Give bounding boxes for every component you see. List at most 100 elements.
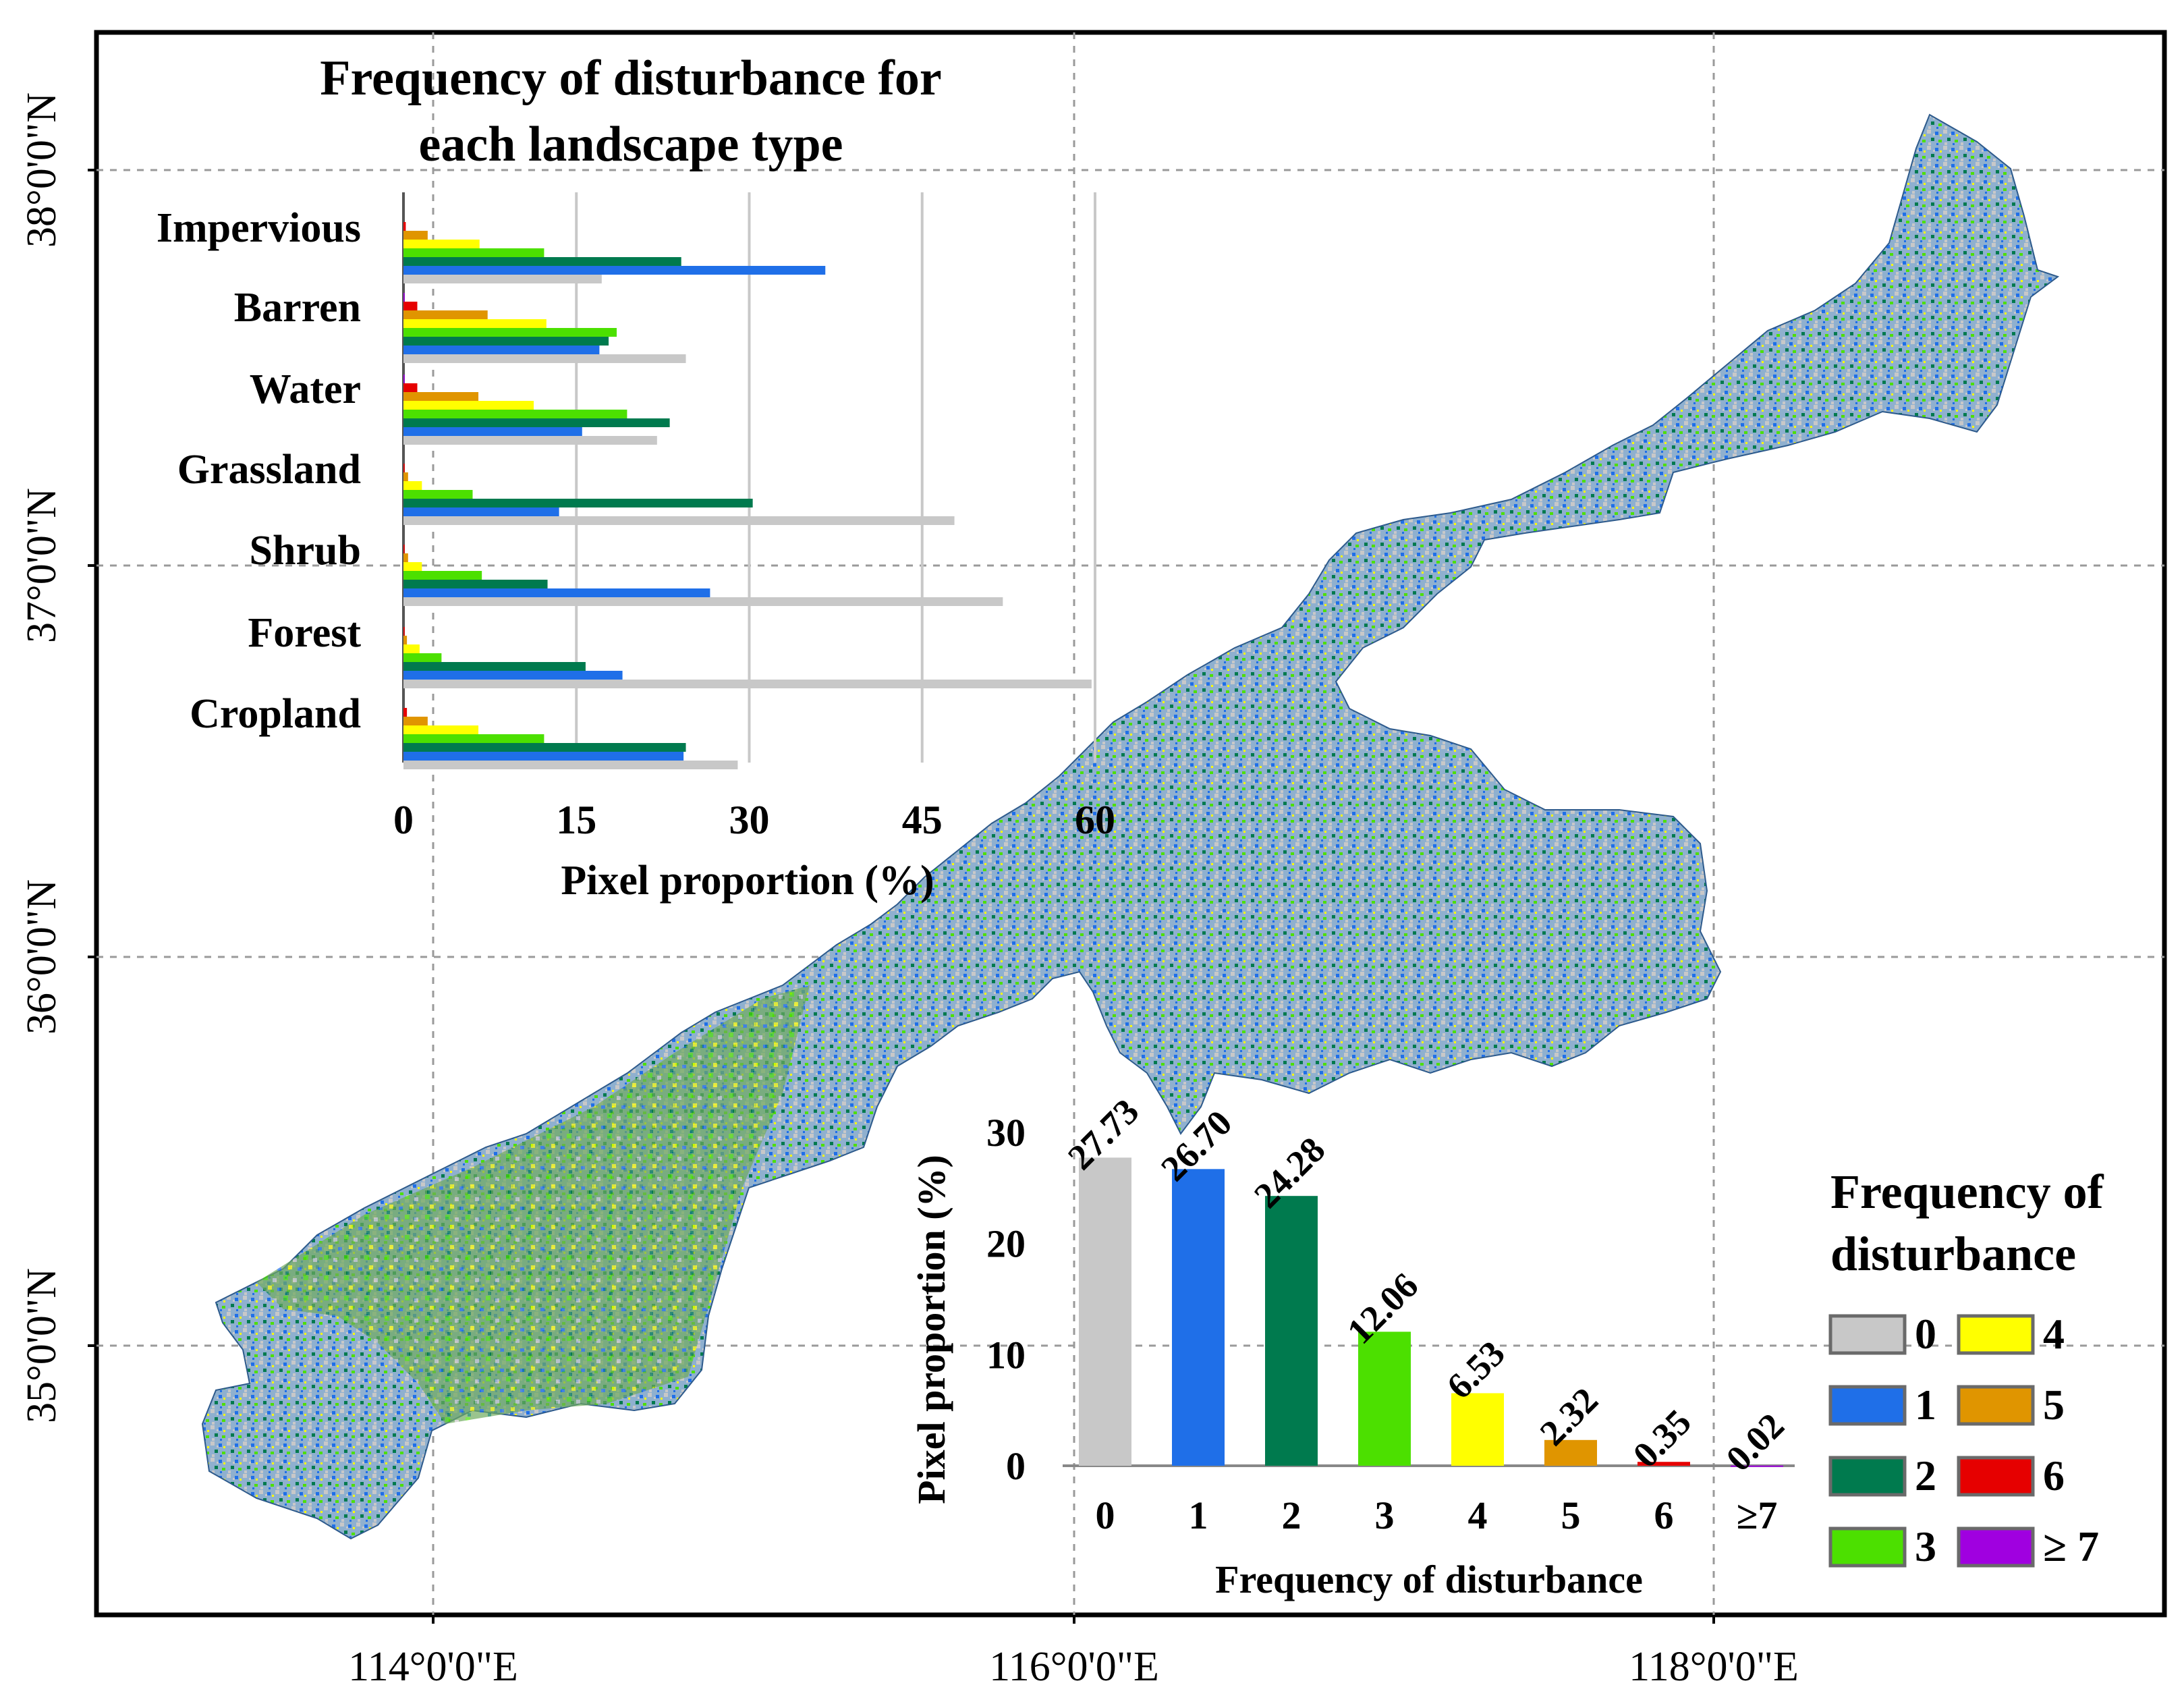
southwest-region-highlight (256, 985, 810, 1424)
hchart-bar (403, 752, 684, 761)
hchart-bar (403, 231, 428, 240)
hchart-category-label: Impervious (157, 205, 361, 251)
hchart-bar (403, 717, 428, 725)
hchart-bar (403, 662, 586, 671)
legend-items: 0 1 2 3 4 5 6 ≥ 7 (1828, 1310, 2099, 1570)
hchart-bar (403, 481, 422, 490)
hchart-bar (403, 310, 488, 319)
legend-item-label: 5 (2043, 1381, 2065, 1429)
legend-swatch (1828, 1314, 1907, 1355)
legend-item-label: 4 (2043, 1310, 2065, 1358)
lon-label-114: 114°0'0"E (348, 1644, 518, 1690)
hchart-bar (403, 275, 602, 283)
vchart-y-tick-label: 30 (986, 1111, 1026, 1155)
hchart-bar (403, 427, 582, 436)
hchart-title-line1: Frequency of disturbance for (320, 51, 942, 106)
legend-swatch (1957, 1526, 2035, 1568)
vchart-y-tick-label: 0 (1006, 1444, 1026, 1488)
hchart-bar (403, 597, 1003, 606)
hchart-bar (403, 516, 955, 525)
hchart-bar (403, 725, 479, 734)
longitude-labels: 114°0'0"E 116°0'0"E 118°0'0"E (348, 1644, 1799, 1690)
legend-swatch (1957, 1385, 2035, 1426)
vchart-category-label: 2 (1282, 1493, 1301, 1537)
legend: Frequency of disturbance 0 1 2 3 4 5 6 ≥ 7 (1828, 1165, 2104, 1570)
hchart-bar (403, 248, 544, 257)
legend-swatch (1828, 1456, 1907, 1497)
hchart-bar (403, 319, 547, 328)
legend-item-label: 1 (1915, 1381, 1936, 1429)
lon-label-116: 116°0'0"E (989, 1644, 1159, 1690)
hchart-bar (403, 436, 657, 445)
vchart-bar (1079, 1157, 1131, 1466)
hchart-bar (403, 266, 826, 275)
vchart-bar (1358, 1331, 1411, 1466)
hchart-bar (403, 383, 418, 392)
vchart-category-label: 0 (1096, 1493, 1115, 1537)
hchart-bar (403, 743, 686, 752)
legend-title-line1: Frequency of (1830, 1165, 2104, 1219)
legend-swatch (1828, 1385, 1907, 1426)
vchart-category-label: 5 (1561, 1493, 1581, 1537)
hchart-bar (403, 222, 406, 231)
hchart-bar (403, 293, 405, 302)
hchart-bar (403, 354, 686, 363)
hchart-bar (403, 410, 627, 418)
hchart-bar (403, 507, 559, 516)
hchart-tick-label: 30 (729, 798, 770, 842)
hchart-bar (403, 680, 1092, 688)
hchart-tick-labels: 0 15 30 45 60 (393, 798, 1115, 842)
hchart-bar (403, 571, 482, 580)
hchart-bar (403, 636, 408, 644)
hchart-bar (403, 562, 422, 571)
legend-item-label: 0 (1915, 1310, 1936, 1358)
vchart-y-tick-label: 10 (986, 1333, 1026, 1377)
hchart-bar (403, 240, 480, 248)
hchart-xlabel: Pixel proportion (%) (561, 858, 934, 904)
legend-item-label: 6 (2043, 1452, 2065, 1499)
vchart-bar (1451, 1393, 1504, 1466)
vchart-bar (1544, 1439, 1597, 1466)
legend-swatch (1828, 1526, 1907, 1568)
hchart-bar (403, 588, 710, 597)
vchart-category-label: ≥7 (1737, 1493, 1778, 1537)
lat-label-35: 35°0'0"N (19, 1268, 65, 1423)
hchart-category-label: Barren (234, 285, 361, 331)
hchart-bar (403, 490, 473, 499)
hchart-category-label: Grassland (177, 447, 361, 493)
lat-label-38: 38°0'0"N (19, 92, 65, 248)
hchart-tick-label: 60 (1075, 798, 1115, 842)
legend-swatch (1957, 1456, 2035, 1497)
legend-swatch (1957, 1314, 2035, 1355)
hchart-tick-label: 15 (556, 798, 596, 842)
vchart-xlabel: Frequency of disturbance (1215, 1558, 1643, 1601)
hchart-bar (403, 464, 405, 472)
hchart-category-labels: Impervious Barren Water Grassland Shrub Fores… (157, 205, 361, 737)
hchart-bar (403, 337, 609, 346)
hchart-title-line2: each landscape type (419, 117, 843, 172)
lat-label-36: 36°0'0"N (19, 879, 65, 1035)
hchart-bar (403, 644, 420, 653)
vchart-ylabel: Pixel proportion (%) (909, 1155, 953, 1504)
hchart-bar (403, 392, 479, 401)
hchart-bar (403, 257, 681, 266)
vchart-category-label: 3 (1375, 1493, 1395, 1537)
legend-item-label: ≥ 7 (2043, 1522, 2099, 1570)
latitude-labels: 38°0'0"N 37°0'0"N 36°0'0"N 35°0'0"N (19, 92, 65, 1423)
vchart-category-label: 1 (1189, 1493, 1208, 1537)
hchart-bar (403, 418, 670, 427)
vchart-category-labels: 0 1 2 3 4 5 6 ≥7 (1096, 1493, 1778, 1537)
hchart-bar (403, 545, 405, 553)
hchart-tick-label: 45 (902, 798, 943, 842)
hchart-bar (403, 499, 753, 507)
vchart-y-tick-labels: 0 10 20 30 (986, 1111, 1026, 1488)
vchart-y-tick-label: 20 (986, 1222, 1026, 1266)
vchart-category-label: 6 (1654, 1493, 1674, 1537)
vchart-bar (1731, 1465, 1783, 1467)
landscape-frequency-chart: Frequency of disturbance for each landsc… (157, 51, 1115, 904)
hchart-bar (403, 553, 408, 562)
hchart-category-label: Cropland (190, 691, 361, 737)
hchart-bar (403, 627, 405, 636)
